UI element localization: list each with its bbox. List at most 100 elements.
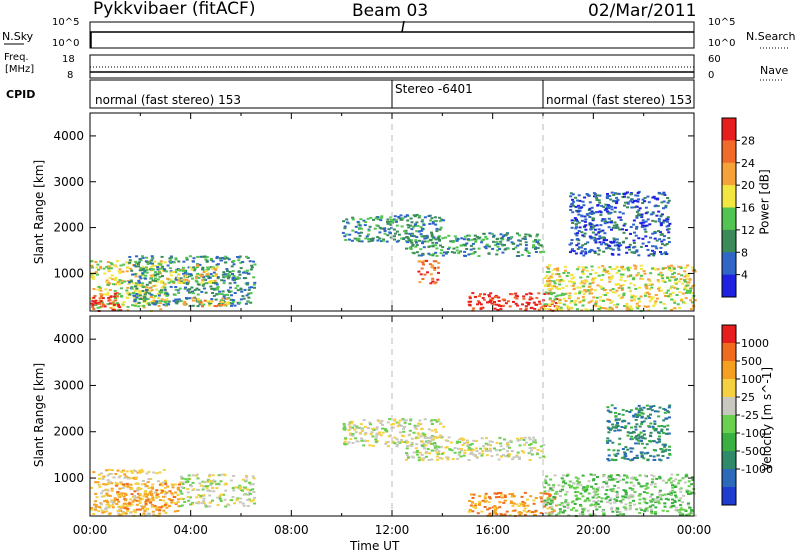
echo-cell <box>576 238 580 240</box>
echo-cell <box>125 470 129 473</box>
echo-cell <box>483 447 487 450</box>
echo-cell <box>637 237 641 240</box>
echo-cell <box>132 296 136 299</box>
echo-cell <box>368 444 372 447</box>
echo-cell <box>175 268 178 271</box>
echo-cell <box>163 286 167 289</box>
echo-cell <box>183 501 187 503</box>
echo-cell <box>172 495 176 498</box>
echo-cell <box>422 222 426 225</box>
echo-cell <box>417 456 421 459</box>
echo-cell <box>637 439 641 442</box>
echo-cell <box>502 298 506 301</box>
echo-cell <box>211 292 215 294</box>
echo-cell <box>176 277 180 280</box>
echo-cell <box>569 192 573 195</box>
echo-cell <box>621 273 625 276</box>
echo-cell <box>487 294 491 297</box>
echo-cell <box>160 300 164 303</box>
echo-cell <box>438 228 442 231</box>
echo-cell <box>643 484 646 487</box>
echo-cell <box>644 245 648 247</box>
echo-cell <box>670 264 673 267</box>
echo-cell <box>102 483 106 486</box>
echo-cell <box>573 503 577 505</box>
echo-cell <box>174 288 178 291</box>
echo-cell <box>615 223 619 226</box>
echo-cell <box>523 491 527 494</box>
echo-cell <box>603 222 607 225</box>
echo-cell <box>216 277 220 280</box>
colorbar-segment <box>722 361 736 380</box>
echo-cell <box>218 290 222 293</box>
echo-cell <box>610 228 613 231</box>
echo-cell <box>169 256 173 259</box>
echo-cell <box>576 308 579 311</box>
echo-cell <box>476 300 480 303</box>
echo-cell <box>596 503 600 506</box>
echo-cell <box>137 305 141 308</box>
echo-cell <box>597 253 601 256</box>
echo-cell <box>511 458 515 461</box>
echo-cell <box>508 453 512 456</box>
echo-cell <box>481 450 485 452</box>
echo-cell <box>532 502 536 505</box>
echo-cell <box>530 297 534 300</box>
echo-cell <box>157 294 161 297</box>
echo-cell <box>442 219 445 222</box>
echo-cell <box>544 480 548 483</box>
echo-cell <box>129 498 133 501</box>
echo-cell <box>550 499 554 502</box>
echo-cell <box>661 243 664 246</box>
station-title: Pykkvibaer (fitACF) <box>93 0 256 19</box>
echo-cell <box>210 298 214 301</box>
echo-cell <box>163 268 166 271</box>
echo-cell <box>211 260 215 263</box>
echo-cell <box>629 290 632 293</box>
echo-cell <box>601 287 605 290</box>
echo-cell <box>622 489 626 492</box>
echo-cell <box>559 306 563 309</box>
echo-cell <box>630 488 634 491</box>
echo-cell <box>439 244 442 247</box>
echo-cell <box>142 306 146 309</box>
echo-cell <box>223 303 227 306</box>
echo-cell <box>196 264 200 267</box>
echo-cell <box>621 196 625 198</box>
echo-cell <box>437 419 441 422</box>
echo-cell <box>142 298 146 301</box>
echo-cell <box>359 427 363 430</box>
echo-cell <box>134 285 137 288</box>
echo-cell <box>231 299 235 301</box>
echo-cell <box>164 270 168 273</box>
echo-cell <box>144 266 148 269</box>
echo-cell <box>208 505 212 508</box>
echo-cell <box>633 264 636 267</box>
echo-cell <box>586 241 590 244</box>
echo-cell <box>624 491 628 494</box>
echo-cell <box>629 409 633 412</box>
echo-cell <box>158 299 162 302</box>
echo-cell <box>351 218 355 221</box>
echo-cell <box>152 284 156 287</box>
echo-cell <box>653 482 657 485</box>
echo-cell <box>169 499 173 502</box>
echo-cell <box>138 275 142 278</box>
echo-cell <box>660 240 664 243</box>
echo-cell <box>671 489 675 492</box>
echo-cell <box>143 491 147 494</box>
echo-cell <box>144 500 148 503</box>
echo-cell <box>499 237 503 240</box>
echo-cell <box>441 237 445 240</box>
echo-cell <box>499 305 503 308</box>
echo-cell <box>579 276 583 279</box>
echo-cell <box>561 481 565 484</box>
echo-cell <box>660 289 664 292</box>
echo-cell <box>669 287 673 290</box>
echo-cell <box>94 302 98 305</box>
echo-cell <box>626 434 630 437</box>
echo-cell <box>107 296 111 299</box>
echo-cell <box>90 297 94 300</box>
echo-cell <box>141 505 145 508</box>
echo-cell <box>611 423 615 426</box>
